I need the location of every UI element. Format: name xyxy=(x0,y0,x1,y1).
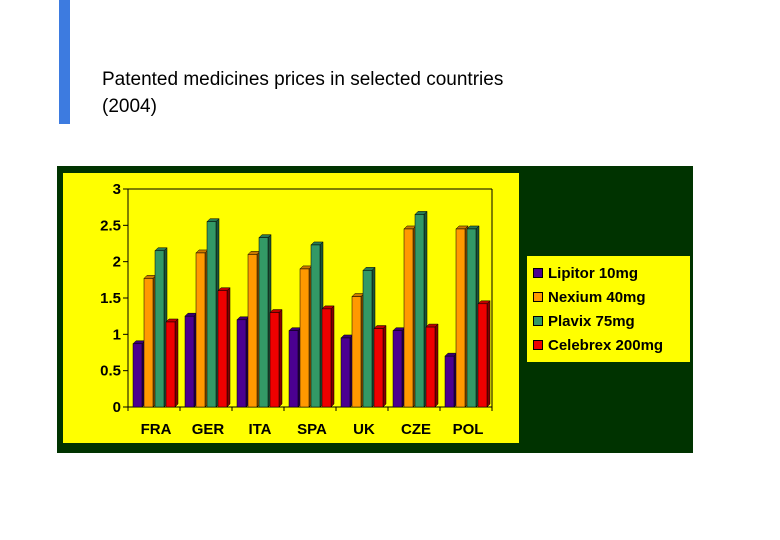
bar-uk-2 xyxy=(351,296,362,408)
bar-cze-2 xyxy=(403,228,414,408)
bar-side xyxy=(330,305,335,408)
bar-ita-2 xyxy=(247,254,258,408)
slide-title-line-2: (2004) xyxy=(102,96,157,117)
slide-title: Patented medicines prices in selected co… xyxy=(102,66,702,120)
bar-pol-1 xyxy=(444,355,455,408)
legend-label-nexium: Nexium 40mg xyxy=(548,288,646,306)
bar-uk-4 xyxy=(373,328,384,408)
bar-spa-3 xyxy=(310,244,321,408)
bar-fra-2 xyxy=(143,278,154,408)
legend-item-plavix: Plavix 75mg xyxy=(533,309,690,333)
legend-label-plavix: Plavix 75mg xyxy=(548,312,635,330)
bar-side xyxy=(486,300,491,408)
bar-fra-1 xyxy=(132,343,143,408)
bar-side xyxy=(174,318,179,408)
legend-swatch-lipitor xyxy=(533,268,543,278)
legend-label-celebrex: Celebrex 200mg xyxy=(548,336,664,354)
bar-side xyxy=(434,323,439,408)
bar-fra-4 xyxy=(165,321,176,408)
bar-cze-4 xyxy=(425,326,436,408)
x-tick-label: POL xyxy=(453,421,484,438)
x-tick-label: FRA xyxy=(141,421,172,438)
legend-item-nexium: Nexium 40mg xyxy=(533,285,690,309)
bar-ger-1 xyxy=(184,315,195,408)
bar-uk-3 xyxy=(362,270,373,408)
bar-ger-3 xyxy=(206,221,217,408)
legend-item-celebrex: Celebrex 200mg xyxy=(533,333,690,357)
y-tick-label: 0.5 xyxy=(100,363,121,380)
y-tick-label: 1.5 xyxy=(100,290,121,307)
x-tick-label: SPA xyxy=(297,421,327,438)
bar-pol-3 xyxy=(466,228,477,408)
x-tick-label: GER xyxy=(192,421,225,438)
bar-spa-4 xyxy=(321,308,332,408)
legend-item-lipitor: Lipitor 10mg xyxy=(533,261,690,285)
legend-swatch-celebrex xyxy=(533,340,543,350)
bar-side xyxy=(382,324,387,408)
x-tick-label: ITA xyxy=(248,421,271,438)
bar-side xyxy=(226,287,231,408)
legend-swatch-plavix xyxy=(533,316,543,326)
bar-cze-1 xyxy=(392,330,403,408)
bar-ger-2 xyxy=(195,252,206,408)
bar-pol-4 xyxy=(477,303,488,408)
bar-fra-3 xyxy=(154,250,165,408)
legend-label-lipitor: Lipitor 10mg xyxy=(548,264,639,282)
bar-uk-1 xyxy=(340,337,351,408)
legend-swatch-nexium xyxy=(533,292,543,302)
bar-ita-4 xyxy=(269,312,280,408)
x-tick-label: UK xyxy=(353,421,375,438)
bar-cze-3 xyxy=(414,214,425,408)
bar-spa-2 xyxy=(299,268,310,408)
chart-legend: Lipitor 10mg Nexium 40mg Plavix 75mg Cel… xyxy=(527,256,690,362)
y-tick-label: 2.5 xyxy=(100,217,121,234)
bar-ger-4 xyxy=(217,290,228,408)
x-tick-label: CZE xyxy=(401,421,431,438)
accent-bar xyxy=(59,0,70,124)
y-tick-label: 1 xyxy=(113,326,121,343)
bar-ita-3 xyxy=(258,237,269,408)
bar-spa-1 xyxy=(288,330,299,408)
slide-title-line-1: Patented medicines prices in selected co… xyxy=(102,69,504,90)
bar-side xyxy=(278,308,283,408)
bar-ita-1 xyxy=(236,319,247,408)
y-tick-label: 0 xyxy=(113,399,121,416)
y-tick-label: 2 xyxy=(113,254,121,271)
bar-pol-2 xyxy=(455,228,466,408)
y-tick-label: 3 xyxy=(113,181,121,198)
